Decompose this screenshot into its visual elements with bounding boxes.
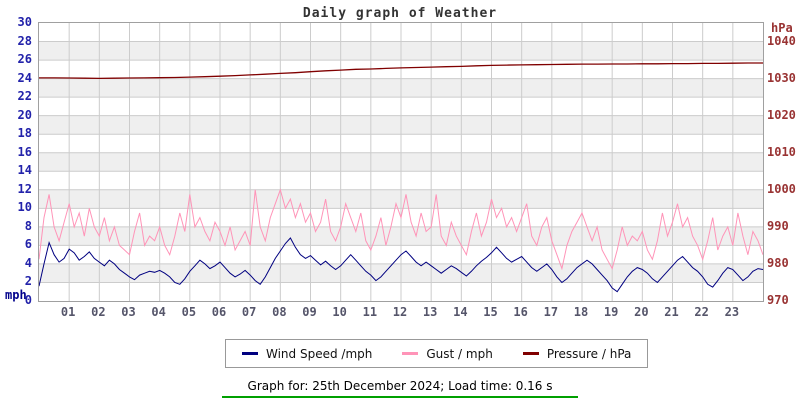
x-axis-tick-label: 15 xyxy=(483,305,498,319)
right-axis-tick-label: 1000 xyxy=(767,181,796,196)
x-axis-tick-label: 14 xyxy=(453,305,468,319)
legend-color-swatch xyxy=(242,352,258,355)
left-axis-unit-label: mph xyxy=(5,288,27,302)
legend-color-swatch xyxy=(522,352,539,355)
left-axis-tick-label: 8 xyxy=(24,218,32,233)
right-axis-tick-label: 1020 xyxy=(767,107,796,122)
left-axis-tick-label: 28 xyxy=(17,33,32,48)
x-axis-tick-label: 05 xyxy=(181,305,197,319)
right-axis-unit-label: hPa xyxy=(771,21,793,35)
left-axis-tick-label: 20 xyxy=(17,107,32,122)
left-axis-tick-label: 6 xyxy=(24,237,32,252)
right-axis-tick-label: 1040 xyxy=(767,33,796,48)
right-axis-tick-label: 980 xyxy=(767,255,789,270)
x-axis-tick-label: 11 xyxy=(362,305,378,319)
left-axis-tick-label: 4 xyxy=(24,255,32,270)
x-axis-tick-label: 13 xyxy=(422,305,438,319)
legend-color-swatch xyxy=(402,352,419,355)
legend-item: Wind Speed /mph xyxy=(242,347,372,361)
chart-plot-area xyxy=(38,22,764,302)
x-axis-tick-label: 06 xyxy=(211,305,227,319)
legend-label: Gust / mph xyxy=(426,346,493,361)
legend-label: Pressure / hPa xyxy=(546,346,632,361)
x-axis-tick-label: 01 xyxy=(60,305,76,319)
x-axis-tick-label: 16 xyxy=(513,305,528,319)
right-axis-tick-label: 990 xyxy=(767,218,789,233)
legend-label: Wind Speed /mph xyxy=(266,346,373,361)
chart-canvas xyxy=(39,23,763,301)
x-axis-tick-label: 08 xyxy=(272,305,287,319)
left-axis-tick-label: 16 xyxy=(17,144,32,159)
legend-item: Pressure / hPa xyxy=(522,346,632,361)
x-axis-tick-label: 04 xyxy=(151,305,166,319)
x-axis-tick-label: 03 xyxy=(121,305,136,319)
x-axis-tick-label: 19 xyxy=(603,305,619,319)
legend-item: Gust / mph xyxy=(402,346,493,361)
x-axis-tick-label: 10 xyxy=(332,305,347,319)
left-axis-tick-label: 22 xyxy=(17,89,32,104)
right-axis-tick-label: 1030 xyxy=(767,70,796,85)
x-axis-tick-label: 21 xyxy=(664,305,679,319)
x-axis-tick-label: 22 xyxy=(694,305,709,319)
left-axis-tick-label: 10 xyxy=(17,200,32,215)
x-axis-tick-label: 17 xyxy=(543,305,559,319)
series-line-gust-mph xyxy=(39,188,763,271)
series-line-pressure-hpa xyxy=(39,62,763,80)
page-title: Daily graph of Weather xyxy=(302,6,498,21)
left-axis-tick-label: 2 xyxy=(24,274,32,289)
left-axis-tick-label: 26 xyxy=(17,52,32,67)
right-axis-tick-label: 1010 xyxy=(767,144,796,159)
x-axis-tick-label: 20 xyxy=(634,305,649,319)
x-axis-tick-label: 18 xyxy=(573,305,589,319)
x-axis-tick-label: 07 xyxy=(241,305,257,319)
left-axis-tick-label: 30 xyxy=(17,15,32,29)
series-line-wind-speed-mph xyxy=(39,237,763,293)
x-axis-tick-label: 02 xyxy=(91,305,106,319)
right-axis-tick-label: 970 xyxy=(767,293,789,307)
left-axis-tick-label: 14 xyxy=(17,163,32,178)
footer-caption: Graph for: 25th December 2024; Load time… xyxy=(247,379,553,393)
left-axis-tick-label: 12 xyxy=(17,181,32,196)
left-axis-tick-label: 24 xyxy=(17,70,32,85)
left-axis-tick-label: 0 xyxy=(24,293,32,307)
chart-legend: Wind Speed /mph Gust / mph Pressure / hPa xyxy=(225,339,649,368)
left-axis-tick-label: 18 xyxy=(17,126,32,141)
x-axis-tick-label: 12 xyxy=(392,305,408,319)
x-axis-tick-label: 23 xyxy=(724,305,740,319)
x-axis-tick-label: 09 xyxy=(302,305,317,319)
footer-rule xyxy=(222,396,578,398)
